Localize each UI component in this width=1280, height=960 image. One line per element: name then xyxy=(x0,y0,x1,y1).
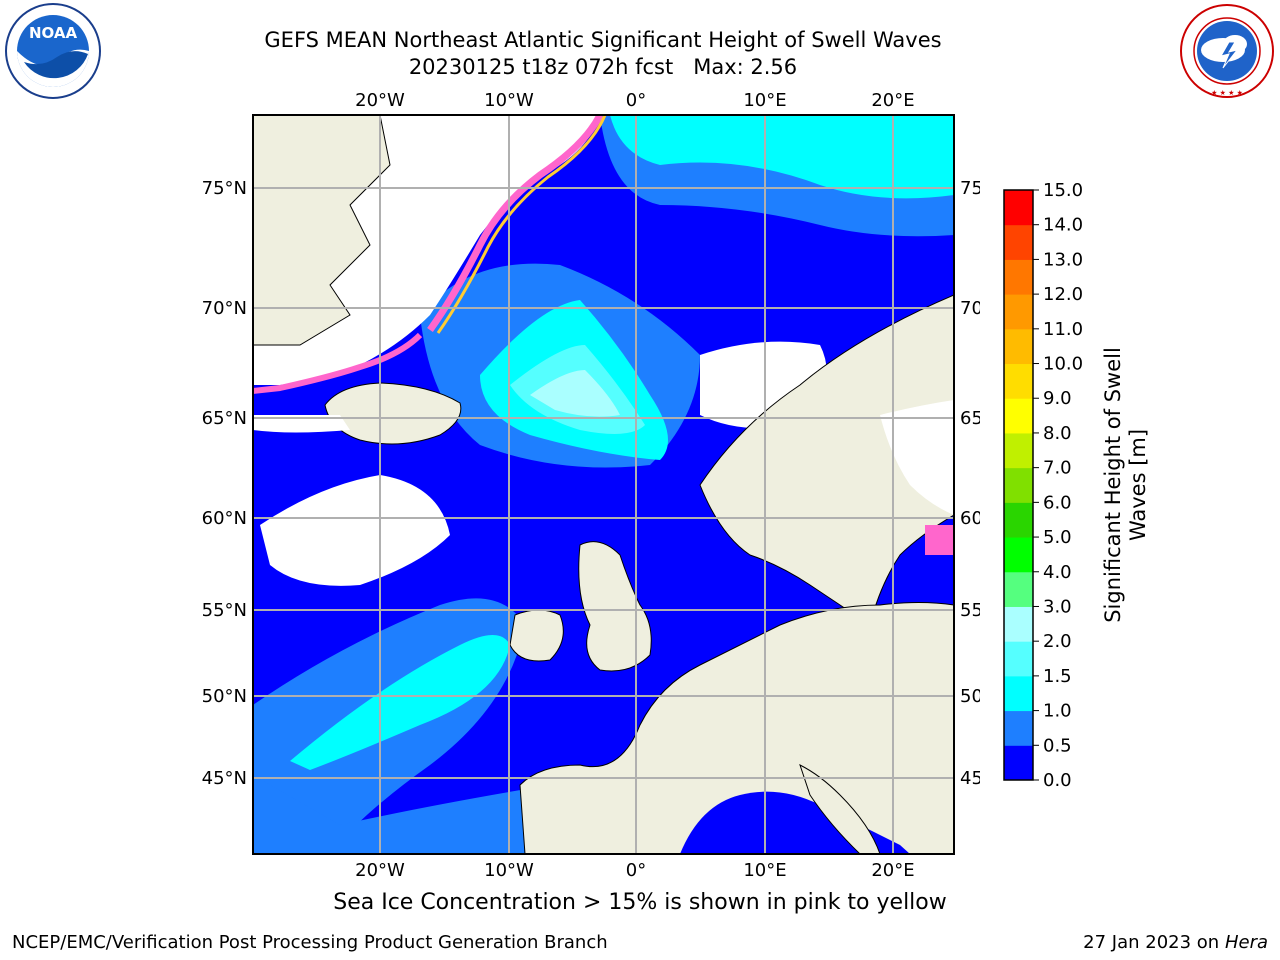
sea-ice-edge-west xyxy=(253,332,423,394)
nodata-patch-2 xyxy=(260,475,450,586)
colorbar-frame xyxy=(1003,189,1034,781)
colorbar-swatch xyxy=(1004,710,1033,746)
gulf-of-bothnia-ice xyxy=(880,400,954,515)
colorbar-swatch xyxy=(1004,259,1033,295)
lon-tick-bottom-20w: 20°W xyxy=(355,860,405,881)
colorbar-swatch xyxy=(1004,398,1033,434)
greenland-land xyxy=(253,115,391,346)
colorbar-swatch xyxy=(1004,745,1033,781)
lon-tick-bottom-10e: 10°E xyxy=(743,860,786,881)
colorbar-tick-label: 5.0 xyxy=(1043,527,1072,548)
nodata-patch-1 xyxy=(253,415,350,433)
colorbar-swatch xyxy=(1004,363,1033,399)
colorbar-tick-label: 10.0 xyxy=(1043,354,1083,375)
colorbar-swatch xyxy=(1004,224,1033,260)
lat-tick-left-65n: 65°N xyxy=(202,408,247,429)
noaa-logo: NOAA xyxy=(2,2,104,100)
colorbar-swatches xyxy=(1004,190,1033,781)
swell-cyan-southwest xyxy=(290,635,510,770)
lon-tick-top-20e: 20°E xyxy=(871,90,914,111)
lat-tick-right-60n: 60°N xyxy=(960,508,980,529)
lat-tick-left-60n: 60°N xyxy=(202,508,247,529)
scandinavia xyxy=(699,294,954,626)
title-line-2: 20230125 t18z 072h fcst Max: 2.56 xyxy=(408,55,798,79)
footer-right: 27 Jan 2023 on Hera xyxy=(1083,932,1268,953)
colorbar-tick-label: 15.0 xyxy=(1043,180,1083,201)
colorbar-swatch xyxy=(1004,432,1033,469)
colorbar-tick-label: 1.0 xyxy=(1043,701,1072,722)
footer-host: Hera xyxy=(1224,932,1268,953)
footer-left: NCEP/EMC/Verification Post Processing Pr… xyxy=(12,932,608,953)
colorbar-tick-label: 0.0 xyxy=(1043,770,1072,791)
lon-tick-top-10w: 10°W xyxy=(484,90,534,111)
colorbar-tick-label: 8.0 xyxy=(1043,423,1072,444)
colorbar: 0.0 0.5 1.0 1.5 2.0 3.0 4.0 5.0 6.0 7.0 8.0 9.0 10.0… xyxy=(995,180,1165,800)
italy xyxy=(799,764,881,854)
swell-palecyan-max xyxy=(530,370,620,417)
sea-ice-baltic xyxy=(925,525,953,555)
lat-tick-right-75n: 75°N xyxy=(960,178,980,199)
continental-europe xyxy=(519,602,954,854)
footer-date: 27 Jan 2023 on xyxy=(1083,932,1225,953)
lat-tick-right-50n: 50°N xyxy=(960,686,980,707)
sea-ice-edge-east xyxy=(427,115,604,333)
lon-tick-top-10e: 10°E xyxy=(743,90,786,111)
map-frame xyxy=(252,114,955,855)
lon-tick-bottom-20e: 20°E xyxy=(871,860,914,881)
title-line-1: GEFS MEAN Northeast Atlantic Significant… xyxy=(264,28,942,52)
colorbar-tick-label: 1.5 xyxy=(1043,666,1072,687)
colorbar-tick-label: 11.0 xyxy=(1043,319,1083,340)
colorbar-tick-label: 9.0 xyxy=(1043,388,1072,409)
swell-cyan-north xyxy=(610,115,954,199)
lat-tick-right-65n: 65°N xyxy=(960,408,980,429)
lon-tick-top-0: 0° xyxy=(626,90,646,111)
colorbar-tick-label: 3.0 xyxy=(1043,596,1072,617)
map-panel: 20°W 10°W 0° 10°E 20°E 20°W 10°W 0° 10°E… xyxy=(180,85,1006,885)
colorbar-tick-label: 4.0 xyxy=(1043,562,1072,583)
lat-tick-left-50n: 50°N xyxy=(202,686,247,707)
lat-tick-left-55n: 55°N xyxy=(202,600,247,621)
colorbar-swatch xyxy=(1004,641,1033,677)
graticule xyxy=(253,115,954,854)
lat-tick-left-45n: 45°N xyxy=(202,768,247,789)
colorbar-label-line-1: Significant Height of Swell xyxy=(1101,347,1125,623)
colorbar-tick-label: 2.0 xyxy=(1043,631,1072,652)
lat-tick-right-55n: 55°N xyxy=(960,600,980,621)
colorbar-swatch xyxy=(1004,467,1033,503)
lon-tick-top-20w: 20°W xyxy=(355,90,405,111)
lat-tick-right-70n: 70°N xyxy=(960,298,980,319)
colorbar-swatch xyxy=(1004,502,1033,538)
sea-ice-caption: Sea Ice Concentration > 15% is shown in … xyxy=(333,890,947,915)
colorbar-tick-label: 7.0 xyxy=(1043,458,1072,479)
colorbar-swatch xyxy=(1004,294,1033,330)
lon-tick-bottom-10w: 10°W xyxy=(484,860,534,881)
ireland xyxy=(509,609,564,662)
colorbar-tick-label: 12.0 xyxy=(1043,284,1083,305)
colorbar-ticks: 0.0 0.5 1.0 1.5 2.0 3.0 4.0 5.0 6.0 7.0 8.0 9.0 10.0… xyxy=(1033,180,1083,791)
colorbar-tick-label: 0.5 xyxy=(1043,735,1072,756)
colorbar-tick-label: 6.0 xyxy=(1043,492,1072,513)
colorbar-tick-label: 14.0 xyxy=(1043,215,1083,236)
colorbar-label-line-2: Waves [m] xyxy=(1126,429,1150,541)
swell-band-south xyxy=(253,775,550,854)
colorbar-swatch xyxy=(1004,537,1033,573)
colorbar-swatch xyxy=(1004,675,1033,712)
colorbar-swatch xyxy=(1004,606,1033,642)
colorbar-swatch xyxy=(1004,328,1033,365)
colorbar-swatch xyxy=(1004,571,1033,607)
noaa-logo-text: NOAA xyxy=(29,24,78,42)
great-britain xyxy=(578,541,652,672)
colorbar-swatch xyxy=(1004,190,1033,226)
svg-text:★ ★ ★ ★: ★ ★ ★ ★ xyxy=(1211,89,1243,97)
lat-tick-left-70n: 70°N xyxy=(202,298,247,319)
lat-tick-left-75n: 75°N xyxy=(202,178,247,199)
sea-ice-edge-yellow xyxy=(436,115,607,334)
lon-tick-bottom-0: 0° xyxy=(626,860,646,881)
nws-logo: ★ ★ ★ ★ xyxy=(1177,2,1277,100)
lat-tick-right-45n: 45°N xyxy=(960,768,980,789)
chart-title: GEFS MEAN Northeast Atlantic Significant… xyxy=(0,27,1206,81)
colorbar-tick-label: 13.0 xyxy=(1043,249,1083,270)
